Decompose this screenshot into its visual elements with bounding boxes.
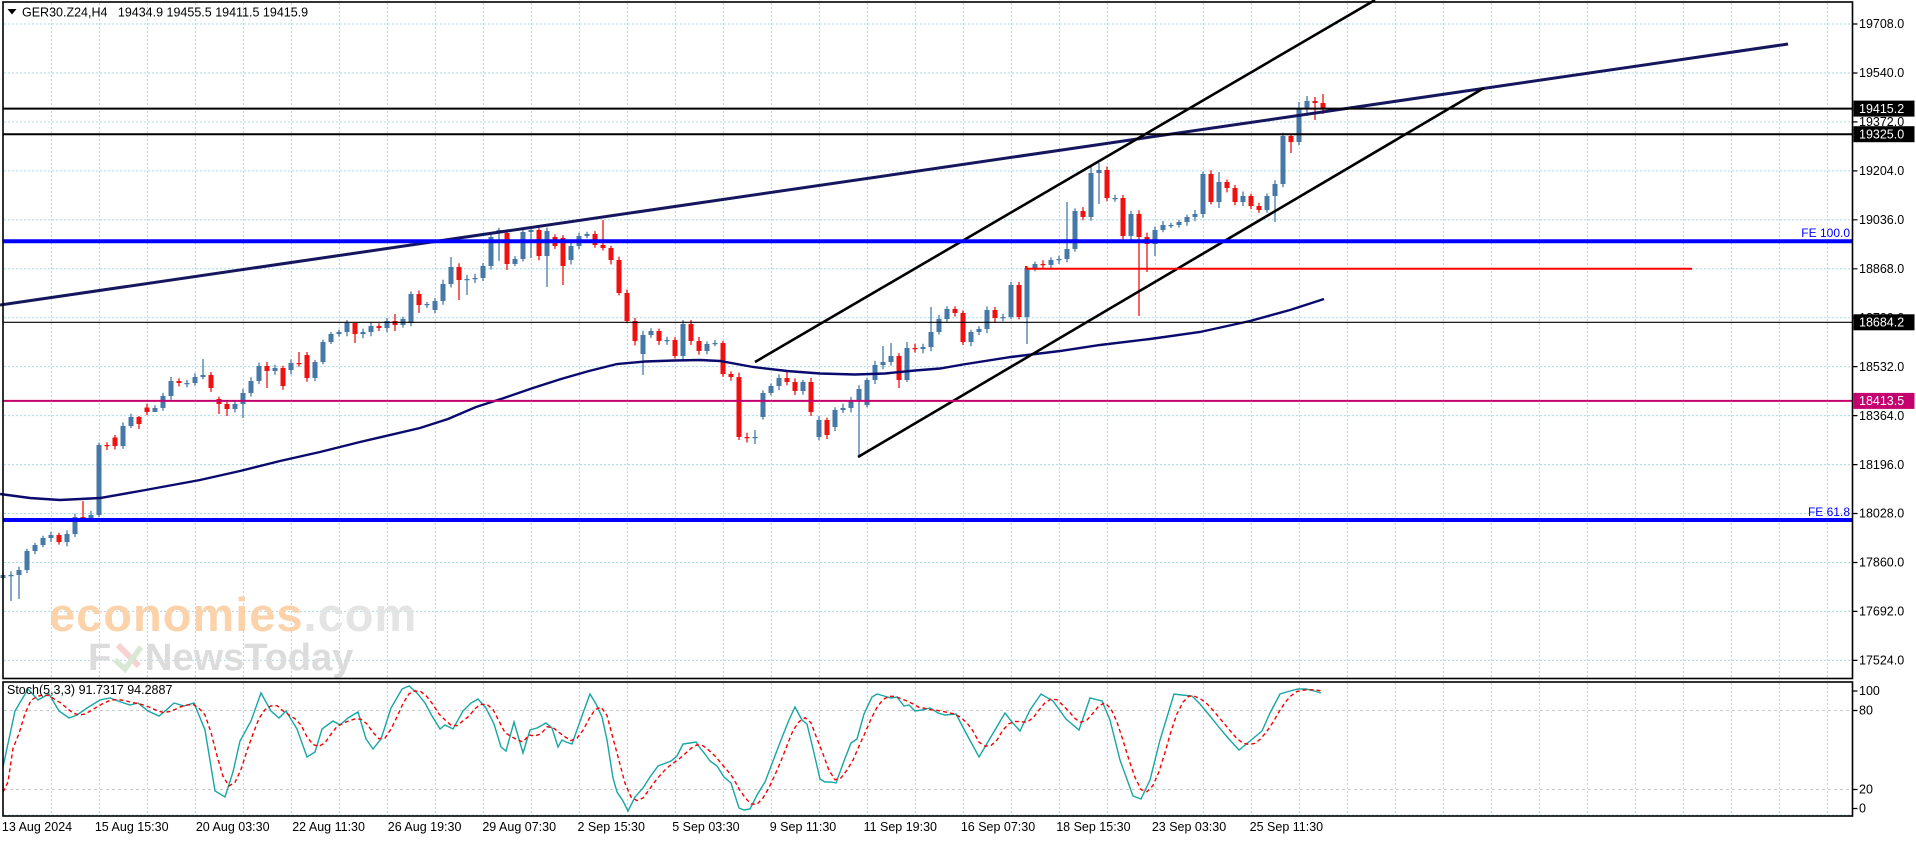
svg-text:17524.0: 17524.0 [1859, 654, 1904, 668]
svg-text:16 Sep 07:30: 16 Sep 07:30 [961, 820, 1035, 834]
svg-text:17860.0: 17860.0 [1859, 556, 1904, 570]
svg-text:19708.0: 19708.0 [1859, 17, 1904, 31]
svg-text:13 Aug 2024: 13 Aug 2024 [2, 820, 72, 834]
svg-text:FE 61.8: FE 61.8 [1808, 505, 1850, 519]
svg-text:economies.com: economies.com [49, 588, 417, 641]
svg-text:0: 0 [1859, 802, 1866, 816]
svg-text:Stoch(5,3,3) 91.7317 94.2887: Stoch(5,3,3) 91.7317 94.2887 [7, 683, 172, 697]
svg-text:20 Aug 03:30: 20 Aug 03:30 [196, 820, 270, 834]
svg-text:18028.0: 18028.0 [1859, 507, 1904, 521]
svg-text:18413.5: 18413.5 [1859, 394, 1904, 408]
svg-text:19036.0: 19036.0 [1859, 213, 1904, 227]
svg-text:19415.2: 19415.2 [1859, 102, 1904, 116]
svg-text:18364.0: 18364.0 [1859, 409, 1904, 423]
svg-text:25 Sep 11:30: 25 Sep 11:30 [1250, 820, 1323, 834]
svg-text:FE 100.0: FE 100.0 [1801, 226, 1850, 240]
svg-text:29 Aug 07:30: 29 Aug 07:30 [482, 820, 556, 834]
svg-text:19325.0: 19325.0 [1859, 127, 1904, 141]
svg-text:F: F [88, 637, 111, 679]
svg-text:5 Sep 03:30: 5 Sep 03:30 [672, 820, 739, 834]
svg-text:18684.2: 18684.2 [1859, 316, 1904, 330]
svg-text:18 Sep 15:30: 18 Sep 15:30 [1056, 820, 1130, 834]
svg-text:19540.0: 19540.0 [1859, 66, 1904, 80]
svg-text:17692.0: 17692.0 [1859, 605, 1904, 619]
svg-text:15 Aug 15:30: 15 Aug 15:30 [95, 820, 169, 834]
svg-text:22 Aug 11:30: 22 Aug 11:30 [292, 820, 365, 834]
svg-text:2 Sep 15:30: 2 Sep 15:30 [577, 820, 644, 834]
svg-text:80: 80 [1859, 704, 1873, 718]
svg-text:26 Aug 19:30: 26 Aug 19:30 [388, 820, 462, 834]
svg-text:18868.0: 18868.0 [1859, 262, 1904, 276]
svg-text:GER30.Z24,H4 19434.9 19455.5: GER30.Z24,H4 19434.9 19455.5 19411.5 194… [22, 6, 308, 20]
svg-text:NewsToday: NewsToday [145, 637, 353, 679]
svg-text:9 Sep 11:30: 9 Sep 11:30 [770, 820, 837, 834]
svg-text:19372.0: 19372.0 [1859, 115, 1904, 129]
svg-text:18532.0: 18532.0 [1859, 360, 1904, 374]
svg-text:100: 100 [1859, 684, 1880, 698]
svg-text:23 Sep 03:30: 23 Sep 03:30 [1152, 820, 1226, 834]
svg-text:20: 20 [1859, 783, 1873, 797]
svg-text:11 Sep 19:30: 11 Sep 19:30 [864, 820, 937, 834]
svg-text:18196.0: 18196.0 [1859, 458, 1904, 472]
svg-text:19204.0: 19204.0 [1859, 164, 1904, 178]
